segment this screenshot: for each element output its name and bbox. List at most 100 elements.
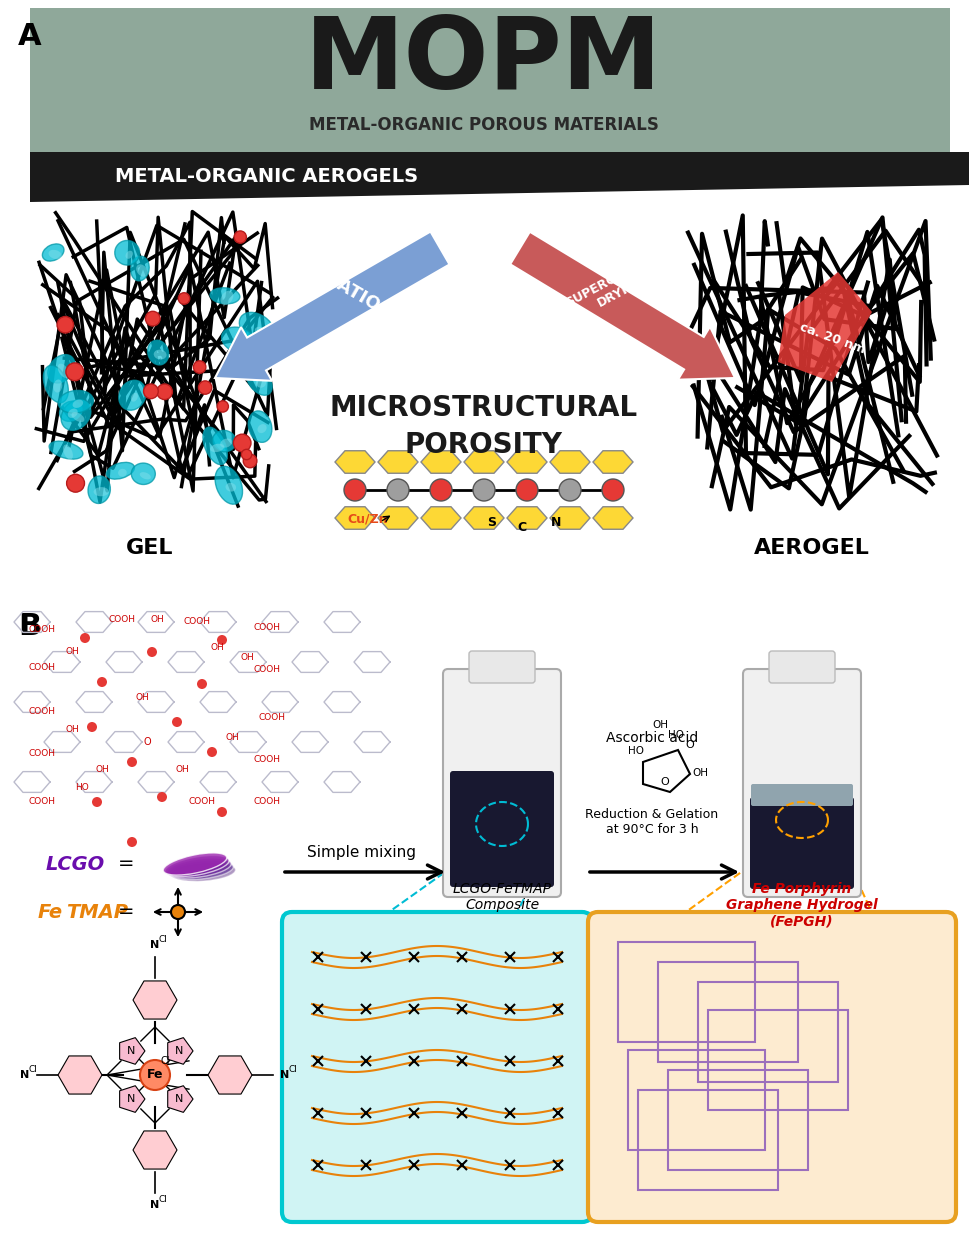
- Text: COOH: COOH: [109, 615, 136, 624]
- Polygon shape: [550, 451, 590, 473]
- FancyBboxPatch shape: [769, 651, 835, 683]
- Text: COOH: COOH: [254, 666, 280, 674]
- Circle shape: [66, 363, 83, 381]
- Text: Cl: Cl: [28, 1064, 38, 1074]
- Text: COOH: COOH: [183, 618, 210, 626]
- Polygon shape: [133, 981, 177, 1018]
- Text: COOH: COOH: [254, 623, 280, 631]
- Ellipse shape: [210, 287, 240, 303]
- Text: LCGO: LCGO: [46, 854, 106, 873]
- Text: Cl: Cl: [160, 1055, 170, 1067]
- Text: POROSITY: POROSITY: [405, 432, 563, 459]
- Ellipse shape: [61, 399, 91, 430]
- Ellipse shape: [49, 441, 83, 459]
- Text: =: =: [118, 854, 135, 873]
- Text: N: N: [150, 940, 160, 949]
- Ellipse shape: [107, 462, 135, 480]
- Text: O: O: [686, 740, 695, 750]
- Ellipse shape: [163, 853, 227, 875]
- Circle shape: [127, 757, 137, 767]
- Text: N: N: [174, 1046, 183, 1055]
- Circle shape: [127, 837, 137, 847]
- Text: OH: OH: [65, 647, 78, 656]
- Circle shape: [387, 478, 409, 501]
- Text: HO: HO: [628, 746, 644, 756]
- Circle shape: [178, 292, 190, 305]
- Text: O: O: [661, 777, 670, 787]
- Circle shape: [57, 317, 74, 333]
- Text: N: N: [550, 515, 561, 529]
- Polygon shape: [335, 507, 375, 529]
- Ellipse shape: [258, 424, 266, 433]
- Text: COOH: COOH: [28, 750, 55, 758]
- Text: Cl: Cl: [289, 1064, 297, 1074]
- Polygon shape: [119, 1038, 145, 1064]
- Text: COOH: COOH: [28, 625, 55, 635]
- Ellipse shape: [255, 327, 264, 333]
- Circle shape: [234, 231, 246, 243]
- Ellipse shape: [210, 444, 224, 453]
- Polygon shape: [119, 1086, 145, 1112]
- Ellipse shape: [131, 256, 149, 281]
- Ellipse shape: [119, 380, 146, 411]
- FancyBboxPatch shape: [282, 912, 592, 1222]
- Ellipse shape: [222, 327, 256, 353]
- Text: Reduction & Gelation
at 90°C for 3 h: Reduction & Gelation at 90°C for 3 h: [585, 808, 719, 836]
- Ellipse shape: [248, 411, 272, 443]
- Ellipse shape: [221, 291, 234, 305]
- Circle shape: [344, 478, 366, 501]
- FancyBboxPatch shape: [469, 651, 535, 683]
- Ellipse shape: [140, 472, 151, 480]
- Polygon shape: [593, 451, 633, 473]
- FancyArrow shape: [510, 232, 735, 380]
- Ellipse shape: [239, 312, 275, 344]
- Polygon shape: [58, 1055, 102, 1094]
- FancyBboxPatch shape: [443, 670, 561, 896]
- Circle shape: [559, 478, 581, 501]
- Text: METAL-ORGANIC AEROGELS: METAL-ORGANIC AEROGELS: [115, 166, 419, 185]
- Ellipse shape: [169, 861, 234, 879]
- Text: N: N: [20, 1070, 30, 1080]
- Polygon shape: [168, 1038, 193, 1064]
- Polygon shape: [464, 507, 504, 529]
- Ellipse shape: [131, 393, 138, 402]
- Text: AEROGEL: AEROGEL: [754, 538, 870, 559]
- Circle shape: [87, 723, 97, 732]
- Ellipse shape: [132, 464, 155, 485]
- Ellipse shape: [94, 487, 109, 497]
- Text: OH: OH: [175, 766, 189, 774]
- Circle shape: [157, 792, 167, 801]
- Ellipse shape: [226, 483, 236, 492]
- Polygon shape: [208, 1055, 252, 1094]
- Text: OH: OH: [210, 642, 224, 651]
- Ellipse shape: [256, 377, 266, 387]
- Circle shape: [157, 383, 172, 399]
- Text: O: O: [143, 737, 151, 747]
- Circle shape: [171, 905, 185, 919]
- Ellipse shape: [154, 350, 167, 360]
- Polygon shape: [335, 451, 375, 473]
- Ellipse shape: [165, 856, 229, 877]
- Ellipse shape: [220, 439, 233, 448]
- Text: SUPERCRITICAL
DRYING: SUPERCRITICAL DRYING: [563, 247, 672, 323]
- Text: COOH: COOH: [28, 798, 55, 806]
- Polygon shape: [133, 1131, 177, 1169]
- Text: Fe: Fe: [146, 1069, 163, 1081]
- Text: N: N: [127, 1094, 135, 1104]
- Polygon shape: [421, 507, 461, 529]
- Text: N: N: [150, 1200, 160, 1210]
- Ellipse shape: [73, 399, 83, 408]
- Text: S: S: [487, 515, 496, 529]
- Ellipse shape: [137, 264, 148, 276]
- Ellipse shape: [147, 340, 169, 365]
- Text: B: B: [18, 612, 41, 641]
- Text: MOPM: MOPM: [305, 14, 663, 111]
- Circle shape: [430, 478, 452, 501]
- Ellipse shape: [47, 355, 75, 383]
- Text: N: N: [174, 1094, 183, 1104]
- Circle shape: [199, 381, 212, 395]
- Ellipse shape: [43, 244, 64, 261]
- FancyBboxPatch shape: [30, 7, 950, 153]
- Text: HO: HO: [668, 730, 684, 740]
- Polygon shape: [168, 1086, 193, 1112]
